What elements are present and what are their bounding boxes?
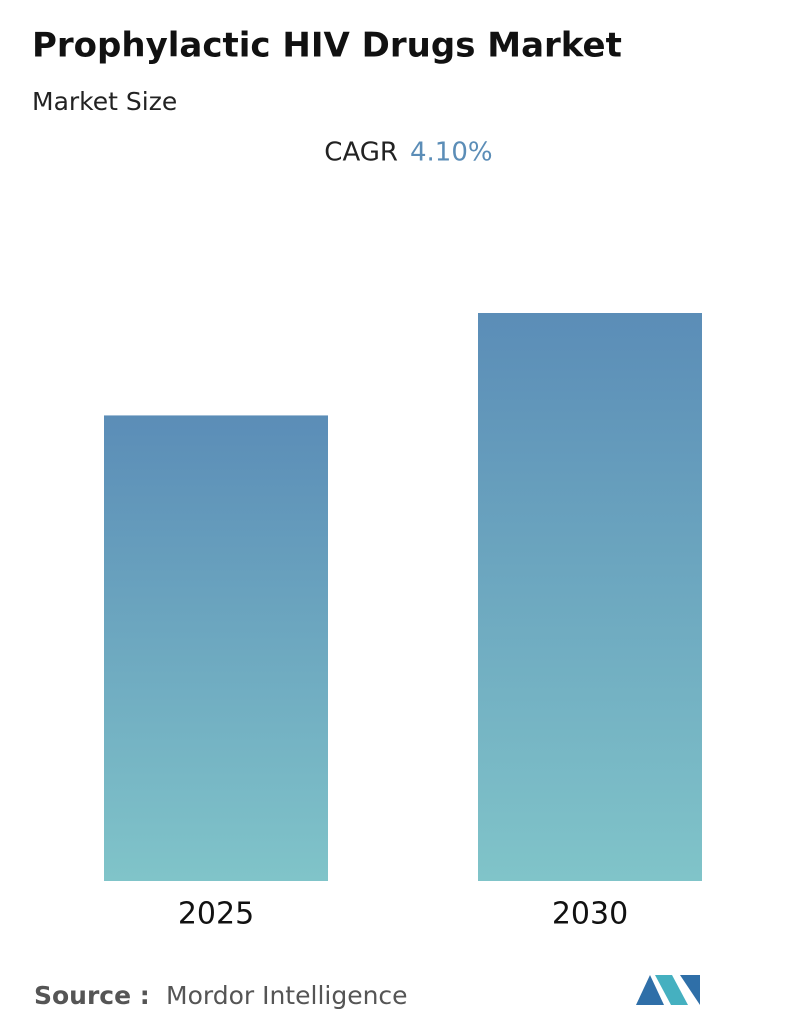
bar bbox=[478, 313, 702, 881]
x-tick-label: 2025 bbox=[178, 897, 254, 932]
source: Mordor Intelligence bbox=[166, 981, 408, 1010]
bar bbox=[104, 415, 328, 881]
chart-title: Prophylactic HIV Drugs Market bbox=[32, 26, 622, 66]
logo bbox=[636, 975, 700, 1005]
x-tick-label: 2030 bbox=[552, 897, 628, 932]
cagr-value: 4.10% bbox=[410, 138, 493, 168]
cagr-label: CAGR bbox=[324, 138, 398, 168]
source-label: Source : bbox=[34, 981, 150, 1010]
chart-subtitle: Market Size bbox=[32, 87, 177, 116]
